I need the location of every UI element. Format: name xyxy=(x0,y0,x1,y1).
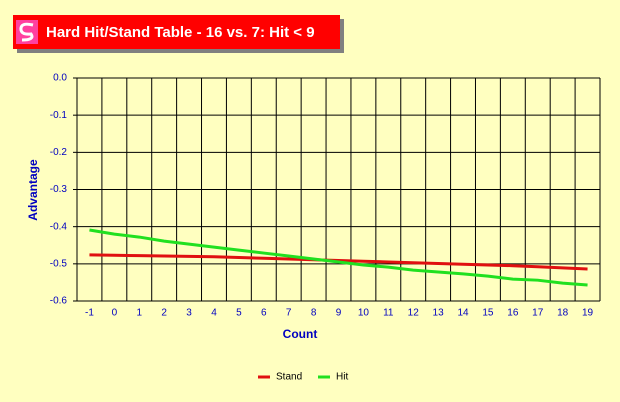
y-tick-label: -0.3 xyxy=(50,184,68,195)
y-axis-title: Advantage xyxy=(26,159,40,221)
x-tick-label: 12 xyxy=(408,308,420,319)
x-axis-title: Count xyxy=(283,327,318,341)
x-tick-label: 11 xyxy=(383,308,394,319)
chart-title: Hard Hit/Stand Table - 16 vs. 7: Hit < 9 xyxy=(46,24,315,41)
x-tick-label: 9 xyxy=(336,308,342,319)
x-tick-label: 17 xyxy=(532,308,544,319)
x-tick-label: 10 xyxy=(358,308,370,319)
x-tick-label: -1 xyxy=(85,308,94,319)
legend-label: Hit xyxy=(336,372,348,383)
x-tick-label: 19 xyxy=(582,308,594,319)
x-tick-label: 2 xyxy=(161,308,167,319)
y-tick-label: 0.0 xyxy=(53,73,67,84)
y-tick-label: -0.1 xyxy=(50,110,68,121)
y-tick-label: -0.6 xyxy=(50,296,68,307)
x-tick-label: 7 xyxy=(286,308,292,319)
y-tick-label: -0.4 xyxy=(50,221,68,232)
x-tick-label: 18 xyxy=(557,308,569,319)
x-tick-label: 5 xyxy=(236,308,242,319)
title-icon-glyph xyxy=(19,22,34,42)
x-tick-label: 15 xyxy=(482,308,494,319)
x-tick-label: 6 xyxy=(261,308,267,319)
y-tick-label: -0.5 xyxy=(50,258,68,269)
x-tick-label: 13 xyxy=(433,308,445,319)
y-tick-label: -0.2 xyxy=(50,147,68,158)
series-line xyxy=(89,228,588,287)
x-tick-label: 14 xyxy=(457,308,469,319)
title-box xyxy=(13,15,340,49)
x-tick-label: 16 xyxy=(507,308,519,319)
x-tick-label: 3 xyxy=(186,308,192,319)
x-tick-label: 4 xyxy=(211,308,217,319)
x-tick-label: 8 xyxy=(311,308,317,319)
x-tick-label: 0 xyxy=(112,308,118,319)
x-tick-label: 1 xyxy=(136,308,142,319)
legend-label: Stand xyxy=(276,372,302,383)
